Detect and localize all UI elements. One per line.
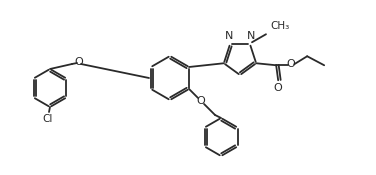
Text: N: N: [225, 31, 233, 41]
Text: CH₃: CH₃: [270, 21, 289, 31]
Text: N: N: [247, 31, 255, 41]
Text: Cl: Cl: [43, 114, 53, 124]
Text: O: O: [74, 57, 83, 67]
Text: O: O: [274, 83, 282, 93]
Text: O: O: [287, 59, 296, 69]
Text: O: O: [197, 96, 205, 106]
